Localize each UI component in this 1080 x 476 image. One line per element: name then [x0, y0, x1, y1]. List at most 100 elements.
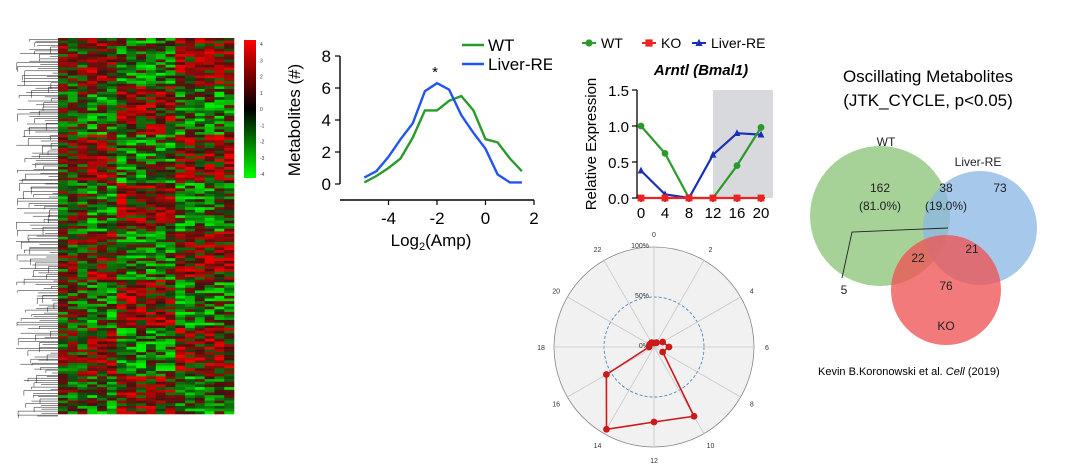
x-tick-label: 8 [685, 205, 693, 222]
colorbar-tick-label: 2 [260, 75, 263, 81]
legend-label: Liver-RE [488, 55, 552, 74]
venn-region-count: 22 [911, 251, 925, 265]
shaded-region [713, 90, 773, 198]
radar-point [659, 338, 667, 346]
hour-label: 18 [537, 345, 545, 352]
hour-label: 22 [594, 247, 602, 254]
venn-set-label: WT [877, 135, 896, 149]
venn-circle-ko [891, 235, 1001, 345]
colorbar-tick-label: 3 [260, 58, 263, 64]
y-tick-label: 6 [322, 79, 331, 98]
data-point-ko [733, 194, 741, 202]
colorbar-tick-label: -2 [260, 140, 265, 146]
x-tick-label: 16 [729, 205, 746, 222]
venn-region-count: (81.0%) [859, 199, 901, 213]
venn-region-count: 73 [993, 181, 1007, 195]
venn-region-count: 21 [965, 242, 979, 256]
hour-label: 14 [594, 443, 602, 450]
data-point-wt [757, 124, 765, 131]
radar-point [659, 348, 667, 356]
y-tick-label: 1.0 [608, 119, 629, 136]
legend-marker [645, 39, 653, 47]
heatmap-panel: 4 3 2 1 0 -1 -2 -3 -4 [16, 38, 265, 418]
citation: Kevin B.Koronowski et al. Cell (2019) [818, 366, 1000, 378]
significance-asterisk: * [432, 64, 438, 81]
heatmap-colorbar: 4 3 2 1 0 -1 -2 -3 -4 [244, 40, 265, 178]
venn-region-count: 38 [939, 181, 953, 195]
data-point-liver-re [637, 166, 645, 174]
radar-point [653, 339, 660, 347]
venn-title-line1: Oscillating Metabolites [843, 67, 1013, 86]
hour-label: 0 [652, 232, 656, 239]
y-tick-label: 0.5 [608, 155, 629, 172]
venn-region-count: 76 [939, 279, 953, 293]
dendrogram [16, 39, 58, 418]
data-point-wt [733, 162, 741, 170]
y-tick-label: 2 [322, 143, 331, 162]
radar-spoke [603, 346, 655, 434]
radial-label: 100% [631, 243, 649, 250]
y-tick-label: 4 [322, 111, 331, 130]
y-tick-label: 0.0 [608, 191, 629, 208]
data-point-liver-re [733, 129, 741, 136]
colorbar-tick-label: 1 [260, 91, 263, 97]
hour-label: 16 [552, 402, 560, 409]
x-tick-label: 4 [661, 205, 669, 222]
radar-spoke [653, 346, 741, 398]
legend-label: WT [488, 36, 514, 55]
legend-label: KO [661, 35, 681, 51]
hour-label: 12 [650, 458, 658, 465]
data-point-ko [709, 194, 717, 202]
legend-marker [585, 39, 593, 47]
data-point-liver-re [757, 130, 765, 138]
hour-label: 6 [765, 345, 769, 352]
heatmap-grid [58, 38, 235, 415]
radar-point [665, 343, 673, 351]
x-tick-label: -4 [381, 209, 396, 228]
series-line-liver-re [363, 81, 522, 184]
citation-journal: Cell [945, 366, 965, 378]
hour-label: 4 [750, 289, 754, 296]
x-tick-label: 12 [705, 205, 722, 222]
x-tick-label: 20 [753, 205, 770, 222]
arntl-expression-chart: 0.0 0.5 1.0 1.5 0 4 8 12 16 20 Relative Expression… [582, 35, 773, 222]
data-point-ko [685, 194, 693, 202]
radar-spoke [653, 260, 705, 348]
x-tick-label: 0 [481, 209, 490, 228]
phase-radar-chart: 0 2 4 6 8 10 12 14 16 18 20 22 0% 50% 100% [537, 232, 769, 465]
venn-region-count: (19.0%) [925, 199, 967, 213]
y-axis-label: Metabolites (#) [285, 64, 304, 176]
venn-region-count: 5 [841, 283, 848, 297]
venn-region-count: 162 [870, 181, 890, 195]
colorbar-tick-label: 4 [260, 42, 263, 48]
legend-marker [695, 38, 703, 46]
radar-point [650, 418, 658, 426]
data-point-ko [661, 194, 669, 202]
y-tick-label: 8 [322, 47, 331, 66]
radar-point [648, 339, 655, 347]
x-tick-label: -2 [429, 209, 444, 228]
venn-leader-line [841, 227, 949, 279]
radar-spoke [603, 260, 655, 348]
series-line-liver-re [640, 132, 762, 200]
colorbar-tick-label: 0 [260, 107, 263, 113]
x-tick-label: 0 [637, 205, 645, 222]
colorbar-tick-label: -3 [260, 156, 265, 162]
hour-label: 10 [707, 443, 715, 450]
data-point-liver-re [709, 150, 717, 158]
data-point-wt [661, 149, 669, 157]
colorbar-tick-label: -1 [260, 123, 265, 129]
radar-point [690, 412, 698, 420]
hour-label: 20 [552, 289, 560, 296]
legend-label: Liver-RE [711, 35, 765, 51]
radial-label: 50% [635, 293, 649, 300]
radar-point [602, 371, 610, 378]
y-tick-label: 1.5 [608, 83, 629, 100]
y-axis-label: Relative Expression [583, 78, 600, 211]
venn-set-label: Liver-RE [955, 155, 1002, 169]
radar-point [603, 425, 610, 433]
series-line-wt [363, 94, 523, 184]
hour-label: 2 [709, 247, 713, 254]
x-tick-label: 2 [529, 209, 538, 228]
y-tick-label: 0 [322, 175, 331, 194]
